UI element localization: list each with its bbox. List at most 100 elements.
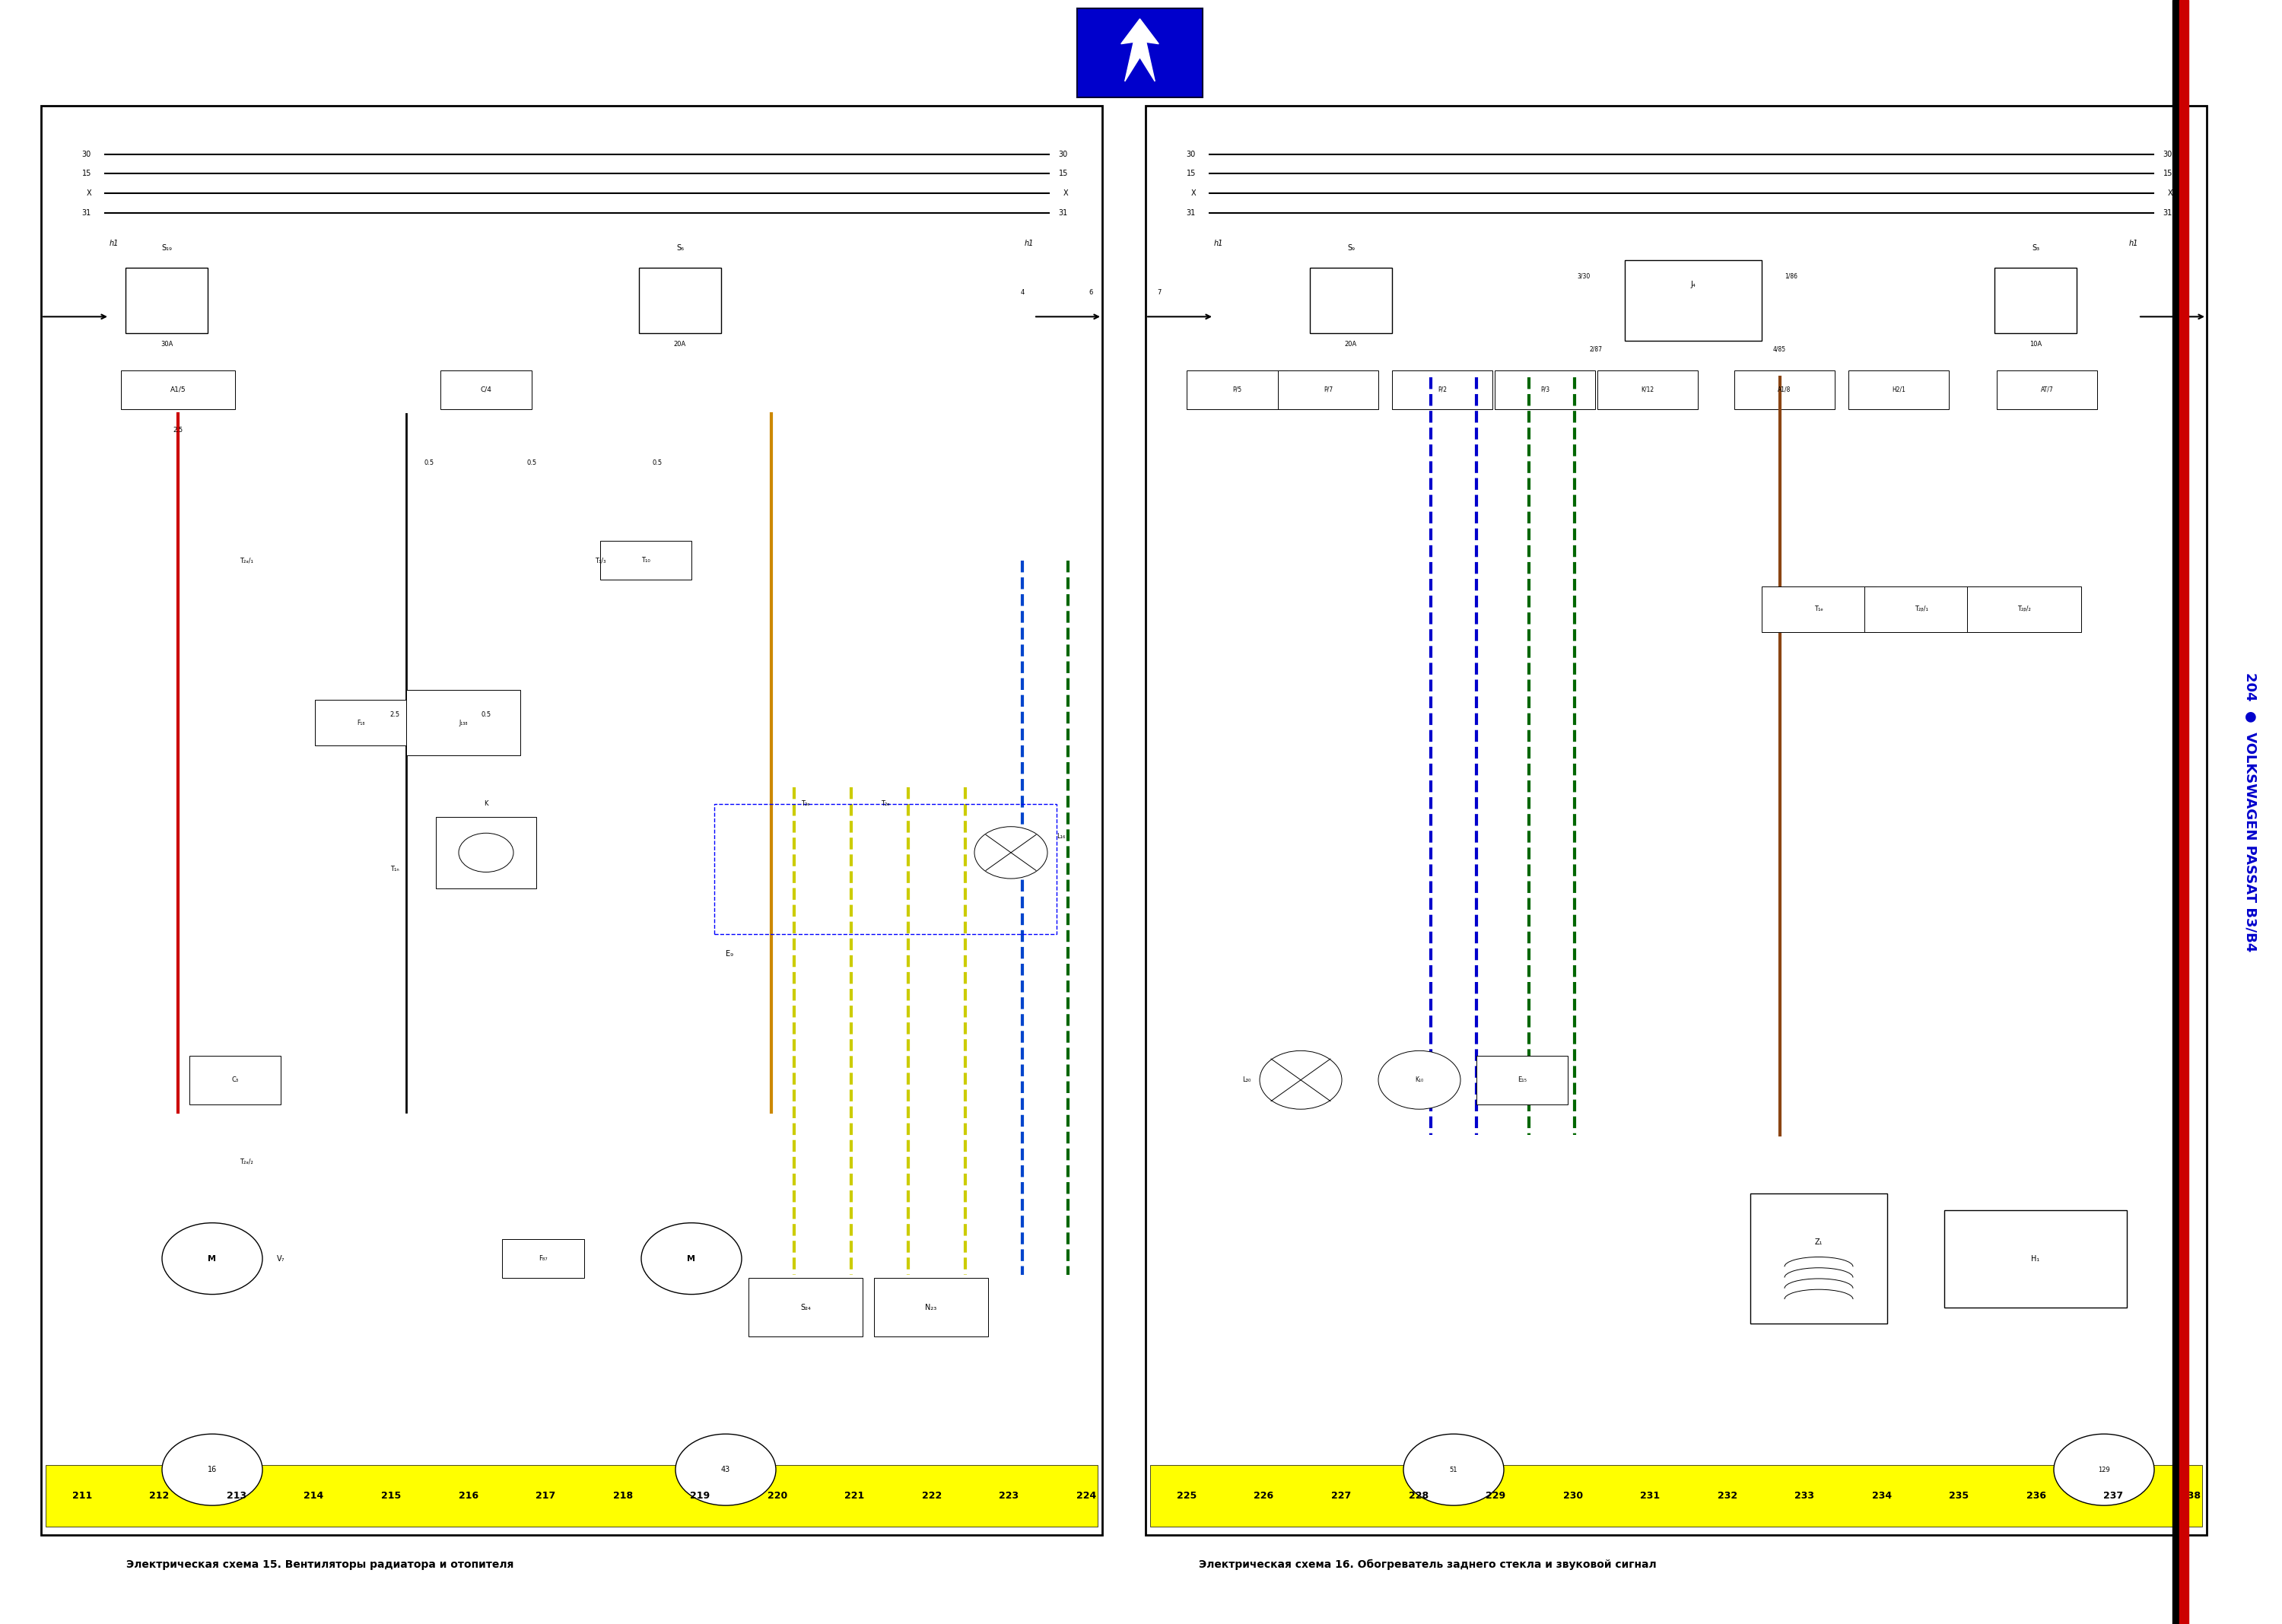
Text: 204  ●  VOLKSWAGEN PASSAT B3/B4: 204 ● VOLKSWAGEN PASSAT B3/B4 [2243, 672, 2257, 952]
Text: 222: 222 [922, 1491, 942, 1501]
Text: 2/87: 2/87 [1588, 346, 1602, 352]
Text: 223: 223 [1000, 1491, 1020, 1501]
Text: 211: 211 [73, 1491, 91, 1501]
Bar [1944, 1210, 2127, 1307]
Text: M: M [208, 1255, 217, 1262]
Text: X: X [1191, 190, 1196, 197]
Text: 15: 15 [1059, 171, 1068, 177]
Text: H₁: H₁ [2031, 1255, 2040, 1262]
Text: J₁₃₈: J₁₃₈ [459, 719, 468, 726]
Text: 231: 231 [1641, 1491, 1659, 1501]
Text: A1/5: A1/5 [171, 387, 185, 393]
Text: E₁₅: E₁₅ [1518, 1077, 1527, 1083]
Text: 129: 129 [2097, 1466, 2111, 1473]
Text: 6: 6 [1089, 289, 1093, 296]
Bar [436, 817, 536, 888]
Circle shape [974, 827, 1047, 879]
Text: h1: h1 [1025, 240, 1034, 247]
Text: V₇: V₇ [276, 1255, 285, 1262]
Bar [1150, 1465, 2202, 1527]
Circle shape [641, 1223, 742, 1294]
Bar [748, 1278, 863, 1337]
Bar [600, 541, 691, 580]
Text: K: K [484, 801, 488, 807]
Text: F₈₇: F₈₇ [539, 1255, 548, 1262]
Text: 224: 224 [1077, 1491, 1095, 1501]
Text: 216: 216 [459, 1491, 479, 1501]
Text: 4: 4 [1020, 289, 1025, 296]
Text: 215: 215 [381, 1491, 402, 1501]
Text: J₄: J₄ [1691, 281, 1696, 287]
Text: 0.5: 0.5 [527, 460, 536, 466]
Bar [121, 370, 235, 409]
Text: T₁₀: T₁₀ [641, 557, 650, 564]
Bar [315, 700, 406, 745]
Circle shape [675, 1434, 776, 1505]
Text: 30: 30 [82, 151, 91, 158]
Text: N₂₃: N₂₃ [924, 1304, 938, 1311]
Text: 51: 51 [1449, 1466, 1458, 1473]
Text: h1: h1 [1214, 240, 1223, 247]
Text: T₁ₙ: T₁ₙ [390, 866, 399, 872]
Text: K₁₀: K₁₀ [1415, 1077, 1424, 1083]
Bar [1187, 370, 1287, 409]
Text: 30: 30 [1059, 151, 1068, 158]
Bar [1392, 370, 1492, 409]
Text: 31: 31 [1187, 209, 1196, 216]
Text: S₉: S₉ [1346, 244, 1356, 252]
Bar [502, 1239, 584, 1278]
Text: 20A: 20A [1344, 341, 1358, 348]
Circle shape [1378, 1051, 1460, 1109]
Text: S₁₉: S₁₉ [162, 244, 171, 252]
Bar [1077, 8, 1203, 97]
Text: 220: 220 [767, 1491, 787, 1501]
Text: 227: 227 [1330, 1491, 1351, 1501]
Text: P/5: P/5 [1232, 387, 1241, 393]
Text: AT/7: AT/7 [2040, 387, 2054, 393]
Text: 213: 213 [226, 1491, 246, 1501]
Text: 3/30: 3/30 [1577, 273, 1591, 279]
Text: 225: 225 [1178, 1491, 1196, 1501]
Text: 236: 236 [2026, 1491, 2047, 1501]
Text: 2.5: 2.5 [390, 711, 399, 718]
Text: 233: 233 [1794, 1491, 1814, 1501]
Text: X: X [2168, 190, 2172, 197]
Bar [1967, 586, 2081, 632]
Text: L₃₀: L₃₀ [1241, 1077, 1251, 1083]
Text: 230: 230 [1563, 1491, 1584, 1501]
Text: 7: 7 [1157, 289, 1162, 296]
Text: 15: 15 [2163, 171, 2172, 177]
Bar [1734, 370, 1835, 409]
Bar [1146, 106, 2207, 1535]
Bar [1994, 268, 2077, 333]
Text: 30A: 30A [160, 341, 173, 348]
Text: 238: 238 [2182, 1491, 2200, 1501]
Bar [1750, 1194, 1887, 1324]
Bar [874, 1278, 988, 1337]
Text: 0.5: 0.5 [653, 460, 662, 466]
Text: h1: h1 [110, 240, 119, 247]
Text: P/7: P/7 [1324, 387, 1333, 393]
Text: L₁₆: L₁₆ [1057, 833, 1066, 840]
Text: 0.5: 0.5 [482, 711, 491, 718]
Text: 218: 218 [614, 1491, 632, 1501]
Text: 217: 217 [536, 1491, 555, 1501]
Bar [440, 370, 532, 409]
Text: A1/8: A1/8 [1778, 387, 1791, 393]
Text: 226: 226 [1253, 1491, 1273, 1501]
Text: 31: 31 [1059, 209, 1068, 216]
Text: 214: 214 [304, 1491, 324, 1501]
Text: H2/1: H2/1 [1892, 387, 1905, 393]
Text: 237: 237 [2104, 1491, 2125, 1501]
Text: 234: 234 [1871, 1491, 1892, 1501]
Text: F₁₈: F₁₈ [356, 719, 365, 726]
Text: 2.5: 2.5 [173, 427, 183, 434]
Text: 4/85: 4/85 [1773, 346, 1787, 352]
Bar [1476, 1056, 1568, 1104]
Text: T₂ᵦ/₁: T₂ᵦ/₁ [1915, 606, 1928, 612]
Text: S₂₄: S₂₄ [801, 1304, 810, 1311]
Text: 31: 31 [82, 209, 91, 216]
Text: 221: 221 [844, 1491, 865, 1501]
Bar [1762, 586, 1876, 632]
Text: 16: 16 [208, 1466, 217, 1473]
